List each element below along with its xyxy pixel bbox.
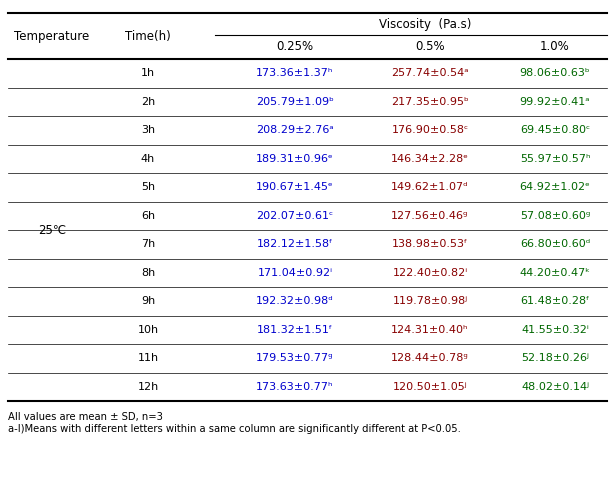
Text: 61.48±0.28ᶠ: 61.48±0.28ᶠ: [520, 296, 590, 306]
Text: 55.97±0.57ʰ: 55.97±0.57ʰ: [520, 154, 590, 164]
Text: 48.02±0.14ʲ: 48.02±0.14ʲ: [521, 382, 589, 392]
Text: 146.34±2.28ᵉ: 146.34±2.28ᵉ: [391, 154, 469, 164]
Text: Temperature: Temperature: [14, 29, 90, 43]
Text: 182.12±1.58ᶠ: 182.12±1.58ᶠ: [256, 239, 333, 249]
Text: 44.20±0.47ᵏ: 44.20±0.47ᵏ: [520, 268, 590, 278]
Text: 10h: 10h: [137, 325, 159, 335]
Text: 1h: 1h: [141, 68, 155, 78]
Text: 120.50±1.05ʲ: 120.50±1.05ʲ: [392, 382, 467, 392]
Text: 0.25%: 0.25%: [276, 39, 314, 53]
Text: 99.92±0.41ᵃ: 99.92±0.41ᵃ: [520, 97, 590, 107]
Text: 192.32±0.98ᵈ: 192.32±0.98ᵈ: [256, 296, 334, 306]
Text: 9h: 9h: [141, 296, 155, 306]
Text: 149.62±1.07ᵈ: 149.62±1.07ᵈ: [391, 182, 469, 192]
Text: 8h: 8h: [141, 268, 155, 278]
Text: 12h: 12h: [137, 382, 159, 392]
Text: 2h: 2h: [141, 97, 155, 107]
Text: 176.90±0.58ᶜ: 176.90±0.58ᶜ: [391, 125, 469, 135]
Text: 11h: 11h: [137, 353, 159, 363]
Text: 173.63±0.77ʰ: 173.63±0.77ʰ: [256, 382, 334, 392]
Text: 4h: 4h: [141, 154, 155, 164]
Text: 0.5%: 0.5%: [415, 39, 445, 53]
Text: 5h: 5h: [141, 182, 155, 192]
Text: 205.79±1.09ᵇ: 205.79±1.09ᵇ: [256, 97, 334, 107]
Text: 64.92±1.02ᵉ: 64.92±1.02ᵉ: [520, 182, 590, 192]
Text: 52.18±0.26ʲ: 52.18±0.26ʲ: [521, 353, 589, 363]
Text: a-l)Means with different letters within a same column are significantly differen: a-l)Means with different letters within …: [8, 424, 461, 434]
Text: 119.78±0.98ʲ: 119.78±0.98ʲ: [392, 296, 467, 306]
Text: 189.31±0.96ᵉ: 189.31±0.96ᵉ: [256, 154, 334, 164]
Text: 66.80±0.60ᵈ: 66.80±0.60ᵈ: [520, 239, 590, 249]
Text: 202.07±0.61ᶜ: 202.07±0.61ᶜ: [256, 211, 333, 221]
Text: 1.0%: 1.0%: [540, 39, 570, 53]
Text: 124.31±0.40ʰ: 124.31±0.40ʰ: [391, 325, 469, 335]
Text: 190.67±1.45ᵉ: 190.67±1.45ᵉ: [256, 182, 334, 192]
Text: 128.44±0.78ᵍ: 128.44±0.78ᵍ: [391, 353, 469, 363]
Text: 217.35±0.95ᵇ: 217.35±0.95ᵇ: [391, 97, 469, 107]
Text: 3h: 3h: [141, 125, 155, 135]
Text: All values are mean ± SD, n=3: All values are mean ± SD, n=3: [8, 412, 163, 422]
Text: 173.36±1.37ʰ: 173.36±1.37ʰ: [256, 68, 334, 78]
Text: 41.55±0.32ⁱ: 41.55±0.32ⁱ: [521, 325, 589, 335]
Text: 138.98±0.53ᶠ: 138.98±0.53ᶠ: [392, 239, 468, 249]
Text: 122.40±0.82ⁱ: 122.40±0.82ⁱ: [392, 268, 467, 278]
Text: Time(h): Time(h): [125, 29, 171, 43]
Text: 181.32±1.51ᶠ: 181.32±1.51ᶠ: [257, 325, 333, 335]
Text: 57.08±0.60ᵍ: 57.08±0.60ᵍ: [520, 211, 590, 221]
Text: Viscosity  (Pa.s): Viscosity (Pa.s): [379, 18, 471, 30]
Text: 171.04±0.92ⁱ: 171.04±0.92ⁱ: [258, 268, 333, 278]
Text: 127.56±0.46ᵍ: 127.56±0.46ᵍ: [391, 211, 469, 221]
Text: 25℃: 25℃: [38, 223, 66, 237]
Text: 179.53±0.77ᵍ: 179.53±0.77ᵍ: [256, 353, 334, 363]
Text: 98.06±0.63ᵇ: 98.06±0.63ᵇ: [520, 68, 590, 78]
Text: 208.29±2.76ᵃ: 208.29±2.76ᵃ: [256, 125, 334, 135]
Text: 257.74±0.54ᵃ: 257.74±0.54ᵃ: [391, 68, 469, 78]
Text: 6h: 6h: [141, 211, 155, 221]
Text: 7h: 7h: [141, 239, 155, 249]
Text: 69.45±0.80ᶜ: 69.45±0.80ᶜ: [520, 125, 590, 135]
